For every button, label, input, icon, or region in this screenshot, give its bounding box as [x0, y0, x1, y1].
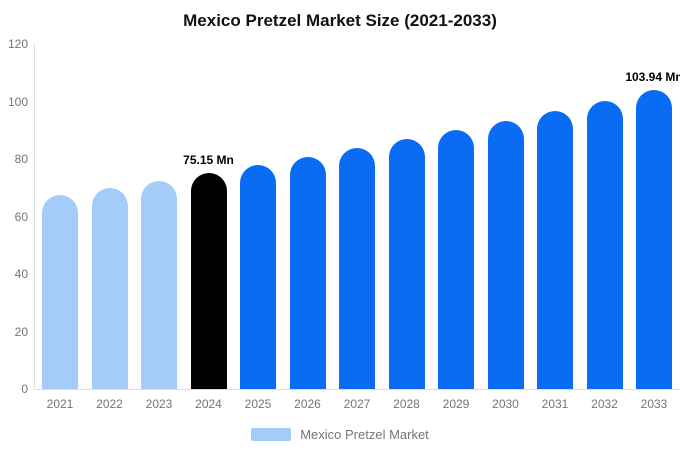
- legend-swatch: [251, 428, 292, 441]
- x-tick-label-2024: 2024: [195, 397, 222, 411]
- x-tick-label-2033: 2033: [640, 397, 668, 411]
- y-tick-label-100: 100: [7, 94, 28, 109]
- x-tick-label-2025: 2025: [244, 397, 272, 411]
- y-axis-line: [34, 44, 35, 389]
- x-tick-label-2031: 2031: [541, 397, 569, 411]
- bar-2032[interactable]: [586, 100, 623, 389]
- bar-2031[interactable]: [537, 110, 573, 389]
- bar-2024[interactable]: [190, 172, 227, 389]
- x-tick-label-2029: 2029: [442, 397, 470, 411]
- bar-2033[interactable]: [636, 90, 672, 389]
- bar-2030[interactable]: [487, 120, 524, 389]
- bar-2026[interactable]: [289, 156, 326, 389]
- y-tick-label-40: 40: [14, 267, 28, 281]
- x-tick-label-2021: 2021: [46, 397, 74, 411]
- bar-2022[interactable]: [91, 188, 128, 389]
- bar-2023[interactable]: [141, 180, 177, 389]
- bar-2025[interactable]: [240, 165, 276, 389]
- data-label-2033: 103.94 Mn: [625, 70, 680, 85]
- x-tick-label-2032: 2032: [591, 397, 618, 411]
- y-tick-label-20: 20: [14, 324, 28, 339]
- legend[interactable]: Mexico Pretzel Market: [0, 427, 680, 442]
- x-tick-label-2028: 2028: [393, 397, 420, 411]
- chart-title: Mexico Pretzel Market Size (2021-2033): [183, 11, 497, 30]
- bar-2029[interactable]: [438, 130, 474, 389]
- bar-2027[interactable]: [339, 148, 375, 389]
- x-tick-label-2023: 2023: [145, 397, 173, 411]
- y-tick-label-120: 120: [7, 37, 28, 51]
- x-axis-line: [34, 389, 680, 390]
- data-label-2024: 75.15 Mn: [183, 152, 234, 167]
- bar-2021[interactable]: [42, 195, 78, 389]
- x-tick-label-2026: 2026: [294, 397, 321, 411]
- y-tick-label-80: 80: [14, 152, 28, 166]
- plot-area: 2021 2022 2023 2024 2025 2026 2027 2028 2029 2030…: [34, 44, 680, 411]
- bar-2028[interactable]: [388, 139, 425, 389]
- x-tick-label-2022: 2022: [96, 397, 123, 411]
- legend-label: Mexico Pretzel Market: [300, 427, 429, 442]
- y-tick-label-60: 60: [14, 209, 28, 224]
- x-tick-label-2027: 2027: [343, 397, 371, 411]
- y-axis: 0 20 40 60 80 100 120: [0, 37, 28, 396]
- y-tick-label-0: 0: [21, 382, 28, 396]
- x-tick-label-2030: 2030: [492, 397, 519, 411]
